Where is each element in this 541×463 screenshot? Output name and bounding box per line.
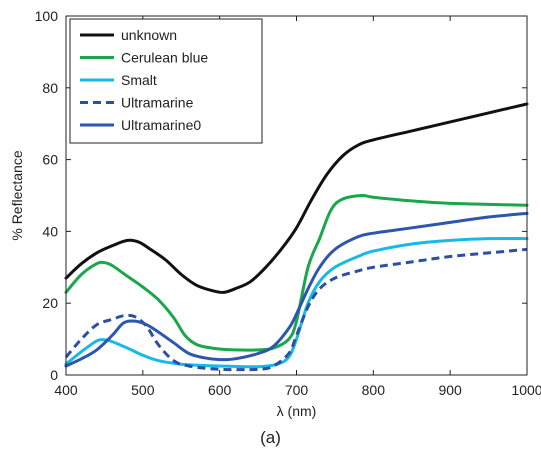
x-axis-label: λ (nm) xyxy=(277,403,317,419)
legend-label: Ultramarine0 xyxy=(121,117,201,133)
x-tick-label: 1000 xyxy=(511,382,541,398)
figure-caption: (a) xyxy=(260,428,281,447)
x-tick-label: 900 xyxy=(438,382,462,398)
legend-label: Cerulean blue xyxy=(121,50,208,66)
y-tick-label: 20 xyxy=(42,295,58,311)
x-tick-label: 700 xyxy=(285,382,309,398)
y-tick-label: 80 xyxy=(42,80,58,96)
x-tick-label: 500 xyxy=(131,382,155,398)
legend-label: Ultramarine xyxy=(121,95,194,111)
legend-label: Smalt xyxy=(121,72,157,88)
series-layer xyxy=(64,102,529,372)
series-line-unknown xyxy=(64,102,529,294)
series-line-ultramarine xyxy=(64,247,528,372)
y-tick-label: 0 xyxy=(50,367,58,383)
y-axis-label: % Reflectance xyxy=(9,150,25,240)
x-tick-label: 400 xyxy=(54,382,78,398)
series-line-smalt xyxy=(64,236,529,369)
x-tick-label: 600 xyxy=(208,382,232,398)
legend-label: unknown xyxy=(121,27,177,43)
axis-ticks: 400 500 600 700 800 900 1000 0 20 40 60 80 100 xyxy=(35,8,541,398)
x-tick-label: 800 xyxy=(362,382,386,398)
series-line-cerulean-blue xyxy=(64,193,529,352)
y-tick-label: 100 xyxy=(35,8,59,24)
series-line-ultramarine0 xyxy=(64,211,529,368)
y-tick-label: 60 xyxy=(42,152,58,168)
y-tick-label: 40 xyxy=(42,223,58,239)
legend: unknown Cerulean blue Smalt Ultramarine Ultr… xyxy=(69,18,263,144)
